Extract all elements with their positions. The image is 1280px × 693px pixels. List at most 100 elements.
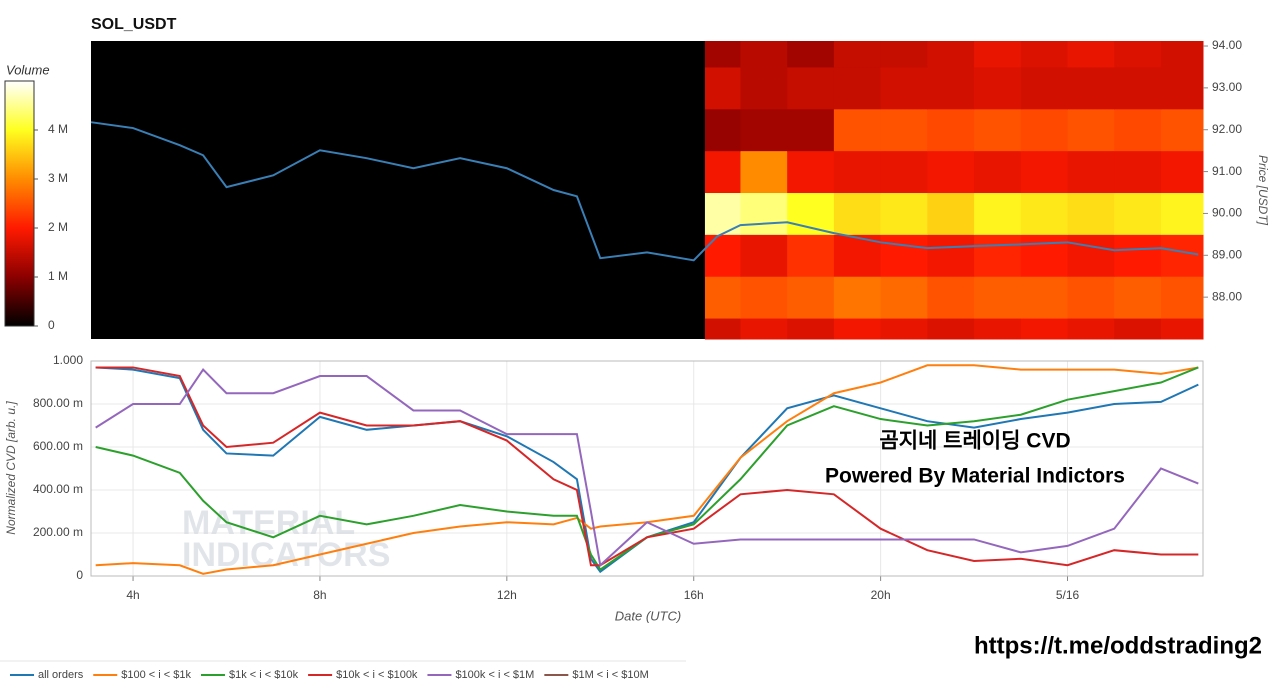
- x-tick-label: 12h: [497, 588, 517, 602]
- heatmap-cell: [974, 41, 1022, 68]
- cvd-line: [95, 364, 1199, 575]
- legend-label: $1M < i < $10M: [572, 669, 648, 681]
- cvd-line: [95, 366, 1199, 567]
- heatmap-cell: [1067, 66, 1115, 110]
- price-tick-label: 92.00: [1212, 122, 1242, 136]
- x-tick-label: 16h: [684, 588, 704, 602]
- cvd-line: [95, 366, 1199, 571]
- x-tick-label: 20h: [871, 588, 891, 602]
- heatmap-cell: [880, 318, 928, 340]
- heatmap-cell: [1067, 318, 1115, 340]
- heatmap-cell: [1067, 108, 1115, 152]
- heatmap-cell: [704, 150, 741, 194]
- heatmap-cell: [974, 192, 1022, 235]
- heatmap-cell: [740, 66, 788, 110]
- heatmap-cell: [1160, 192, 1204, 235]
- x-tick-label: 8h: [313, 588, 326, 602]
- heatmap-cell: [1067, 41, 1115, 68]
- heatmap-cell: [1020, 276, 1069, 319]
- heatmap-cell: [787, 66, 835, 110]
- price-tick-label: 93.00: [1212, 80, 1242, 94]
- heatmap-cell: [927, 66, 975, 110]
- heatmap-cell: [1160, 108, 1204, 152]
- heatmap-cell: [833, 150, 882, 194]
- heatmap-cell: [1020, 66, 1069, 110]
- y-tick-label: 600.00 m: [33, 439, 83, 453]
- x-tick-label: 5/16: [1056, 588, 1080, 602]
- heatmap-cell: [704, 66, 741, 110]
- heatmap-cell: [880, 276, 928, 319]
- heatmap-cell: [833, 66, 882, 110]
- plot-border: [90, 360, 1204, 577]
- cvd-line: [95, 368, 1199, 568]
- x-tick-label: 4h: [126, 588, 139, 602]
- price-tick-label: 94.00: [1212, 38, 1242, 52]
- heatmap-cell: [880, 150, 928, 194]
- heatmap-cell: [833, 192, 882, 235]
- legend-label: $10k < i < $100k: [336, 669, 418, 681]
- heatmap-cell: [1020, 234, 1069, 277]
- heatmap-cell: [880, 234, 928, 277]
- heatmap-cell: [1114, 66, 1162, 110]
- heatmap-cell: [1067, 150, 1115, 194]
- heatmap-cell: [740, 276, 788, 319]
- heatmap-cell: [1020, 318, 1069, 340]
- heatmap-cell: [927, 276, 975, 319]
- heatmap-cell: [787, 150, 835, 194]
- annotation: Powered By Material Indictors: [825, 465, 1125, 488]
- legend-label: $100 < i < $1k: [121, 669, 191, 681]
- y-tick-label: 200.00 m: [33, 525, 83, 539]
- heatmap-cell: [740, 108, 788, 152]
- heatmap-cell: [1114, 318, 1162, 340]
- heatmap-cell: [880, 66, 928, 110]
- x-axis-title: Date (UTC): [615, 608, 681, 623]
- heatmap-cell: [1160, 150, 1204, 194]
- colorbar-tick-label: 4 M: [48, 122, 68, 136]
- heatmap-cell: [787, 108, 835, 152]
- heatmap-cell: [1114, 234, 1162, 277]
- heatmap-cell: [740, 192, 788, 235]
- legend-label: $1k < i < $10k: [229, 669, 299, 681]
- heatmap-cell: [1067, 192, 1115, 235]
- heatmap-cell: [704, 41, 741, 68]
- watermark: INDICATORS: [182, 536, 390, 574]
- heatmap-cell: [927, 192, 975, 235]
- heatmap-cell: [787, 234, 835, 277]
- heatmap-cell: [1160, 276, 1204, 319]
- colorbar-tick-label: 0: [48, 318, 55, 332]
- heatmap-cell: [974, 234, 1022, 277]
- heatmap-cell: [974, 150, 1022, 194]
- heatmap-cell: [833, 276, 882, 319]
- heatmap-cell: [880, 108, 928, 152]
- heatmap-cell: [1160, 66, 1204, 110]
- heatmap-cell: [787, 276, 835, 319]
- heatmap-cell: [1020, 108, 1069, 152]
- heatmap-cell: [740, 318, 788, 340]
- heatmap-cell: [704, 234, 741, 277]
- heatmap-cell: [927, 234, 975, 277]
- colorbar-tick-label: 2 M: [48, 220, 68, 234]
- price-axis-title: Price [USDT]: [1256, 155, 1270, 226]
- heatmap-cell: [833, 318, 882, 340]
- heatmap-cell: [704, 276, 741, 319]
- heatmap-cell: [740, 150, 788, 194]
- y-tick-label: 1.000: [53, 353, 83, 367]
- price-line: [90, 121, 1199, 262]
- heatmap-cell: [927, 108, 975, 152]
- heatmap-cell: [787, 41, 835, 68]
- price-tick-label: 89.00: [1212, 247, 1242, 261]
- heatmap-cell: [927, 150, 975, 194]
- heatmap-cell: [740, 41, 788, 68]
- heatmap-cell: [704, 108, 741, 152]
- heatmap-cell: [1067, 276, 1115, 319]
- annotation: 곰지네 트레이딩 CVD: [879, 430, 1070, 453]
- heatmap-cell: [1160, 41, 1204, 68]
- y-tick-label: 800.00 m: [33, 396, 83, 410]
- cvd-axis-title: Normalized CVD [arb. u.]: [4, 401, 18, 535]
- heatmap-cell: [927, 318, 975, 340]
- heatmap-cell: [1067, 234, 1115, 277]
- heatmap-cell: [833, 41, 882, 68]
- y-tick-label: 400.00 m: [33, 482, 83, 496]
- heatmap-cell: [1160, 234, 1204, 277]
